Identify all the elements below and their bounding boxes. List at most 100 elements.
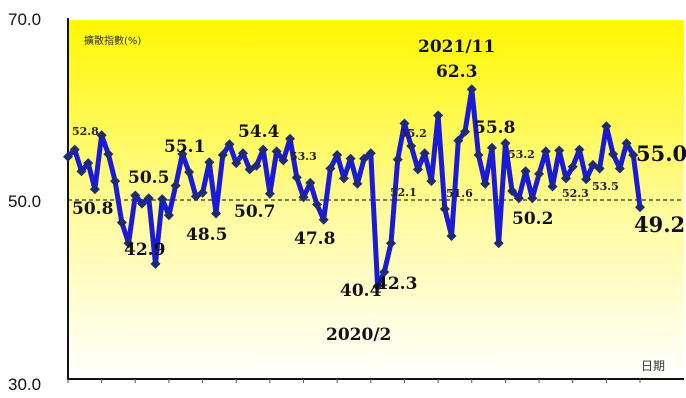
data-point	[264, 188, 275, 199]
data-point	[83, 158, 94, 169]
data-point	[635, 202, 645, 213]
annotation-label: 53.3	[290, 150, 317, 163]
annotation-label: 40.4	[340, 281, 382, 301]
data-point	[150, 258, 161, 269]
data-point	[305, 177, 316, 188]
data-point	[237, 148, 248, 159]
data-point	[527, 193, 538, 204]
data-point	[399, 118, 410, 129]
data-point	[110, 176, 121, 187]
data-point	[433, 110, 444, 121]
data-point	[177, 149, 188, 160]
data-point	[271, 146, 282, 157]
data-point	[137, 198, 148, 209]
data-point	[614, 163, 625, 174]
data-point	[567, 161, 578, 172]
data-point	[211, 208, 222, 219]
annotation-label: 53.5	[592, 180, 619, 193]
data-point	[460, 126, 471, 137]
data-point	[628, 150, 639, 160]
data-point	[123, 238, 134, 249]
data-point	[547, 181, 558, 192]
data-point	[325, 163, 336, 174]
x-ticks	[67, 379, 641, 383]
data-point	[190, 191, 201, 202]
data-point	[116, 217, 127, 228]
data-point	[332, 150, 343, 160]
data-point	[507, 186, 518, 196]
data-point	[338, 173, 349, 184]
data-point	[143, 193, 154, 204]
annotation-label: 55.1	[164, 137, 205, 157]
data-point	[157, 194, 168, 205]
data-point	[184, 167, 195, 178]
data-point	[365, 148, 376, 159]
data-point	[594, 163, 605, 174]
data-point	[379, 267, 390, 277]
data-point	[520, 166, 531, 177]
annotation-label: 52.8	[72, 125, 99, 138]
data-point	[298, 192, 309, 203]
data-point	[581, 174, 592, 185]
data-point	[96, 130, 107, 141]
data-point	[540, 146, 551, 157]
data-point	[412, 164, 423, 175]
data-point	[352, 178, 363, 189]
data-point	[63, 151, 73, 162]
annotation-label: 53.2	[508, 148, 535, 161]
data-point	[386, 238, 397, 249]
series-markers	[63, 84, 645, 292]
data-point	[392, 154, 403, 165]
data-point	[69, 144, 80, 155]
data-point	[587, 159, 598, 170]
data-point	[130, 190, 141, 201]
data-point	[311, 199, 322, 210]
data-point	[359, 153, 370, 164]
data-point	[89, 184, 100, 195]
data-point	[446, 231, 457, 241]
y-tick-bottom: 30.0	[8, 375, 41, 394]
data-point	[534, 168, 545, 179]
data-point	[608, 149, 619, 160]
data-point	[204, 157, 215, 168]
annotation-label: 52.1	[390, 186, 417, 199]
annotation-label: 47.8	[294, 229, 335, 249]
annotation-label: 51.6	[446, 187, 473, 200]
annotation-label: 52.3	[562, 187, 589, 200]
annotation-label: 50.7	[234, 202, 275, 222]
data-point	[486, 142, 497, 153]
data-point	[76, 166, 87, 177]
data-point	[103, 149, 114, 160]
data-point	[278, 155, 289, 166]
annotations: 52.8 50.8 50.5 42.9 55.1 48.5 54.4 50.7 53.3 47.8…	[72, 37, 686, 345]
annotation-label: 62.3	[436, 62, 477, 82]
annotation-label: 50.2	[512, 209, 553, 229]
data-point	[251, 160, 262, 171]
annotation-label: 55.0	[636, 141, 686, 166]
data-point	[419, 148, 430, 159]
data-point	[621, 138, 632, 149]
data-point	[560, 173, 571, 184]
y-axis-label: 擴散指數(%)	[84, 34, 141, 47]
data-point	[244, 164, 255, 175]
data-point	[574, 144, 585, 155]
data-point	[406, 141, 417, 151]
annotation-label: 50.5	[128, 168, 169, 188]
annotation-label: 55.2	[400, 127, 427, 140]
data-point	[224, 139, 235, 150]
data-point	[163, 210, 174, 221]
data-point	[466, 84, 477, 95]
data-point	[258, 144, 269, 155]
annotation-label: 48.5	[186, 225, 227, 245]
data-point	[513, 193, 524, 204]
data-point	[170, 180, 181, 191]
data-point	[345, 153, 356, 164]
annotation-label: 2021/11	[418, 37, 495, 57]
annotation-label: 50.8	[72, 199, 113, 219]
data-point	[493, 238, 504, 249]
data-point	[231, 158, 242, 169]
data-point	[291, 172, 302, 183]
data-point	[601, 121, 612, 132]
y-tick-mid: 50.0	[8, 192, 41, 211]
